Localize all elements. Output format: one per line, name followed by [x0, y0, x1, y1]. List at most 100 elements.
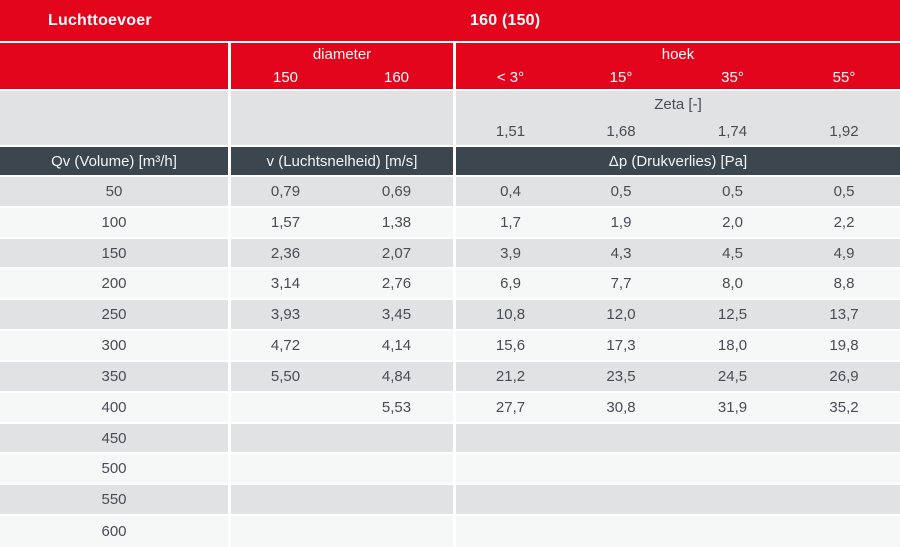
- table-cell: 31,9: [677, 392, 788, 424]
- table-title: Luchttoevoer: [48, 11, 152, 29]
- table-cell: 2,36: [228, 238, 340, 270]
- table-cell: [565, 485, 677, 517]
- zeta-label: Zeta [-]: [453, 91, 900, 117]
- table-cell: 5,53: [340, 392, 453, 424]
- spacer-cell: [0, 117, 228, 147]
- table-cell: [340, 423, 453, 455]
- table-cell: 0,5: [677, 177, 788, 208]
- table-cell: 24,5: [677, 361, 788, 393]
- table-cell: 400: [0, 392, 228, 424]
- table-cell: 4,84: [340, 361, 453, 393]
- table-cell: [788, 454, 900, 486]
- table-cell: 3,14: [228, 269, 340, 301]
- table-cell: 2,76: [340, 269, 453, 301]
- table-cell: 5,50: [228, 361, 340, 393]
- table-cell: 30,8: [565, 392, 677, 424]
- table-cell: [453, 485, 565, 517]
- table-cell: 7,7: [565, 269, 677, 301]
- table-cell: 0,69: [340, 177, 453, 208]
- spacer-cell: [228, 117, 453, 147]
- dp-column-header: Δp (Drukverlies) [Pa]: [453, 147, 900, 177]
- table-cell: 17,3: [565, 331, 677, 362]
- hoek-group-header: hoek: [453, 43, 900, 65]
- table-cell: [788, 485, 900, 517]
- table-cell: 26,9: [788, 361, 900, 393]
- table-cell: 550: [0, 485, 228, 517]
- table-cell: 100: [0, 207, 228, 239]
- table-cell: [228, 516, 340, 547]
- table-cell: 2,0: [677, 207, 788, 239]
- table-cell: 35,2: [788, 392, 900, 424]
- table-cell: 3,9: [453, 238, 565, 270]
- table-cell: 21,2: [453, 361, 565, 393]
- table-cell: [788, 516, 900, 547]
- col-header-hoek-35deg: 35°: [677, 65, 788, 91]
- table-cell: 10,8: [453, 300, 565, 332]
- table-cell: 12,5: [677, 300, 788, 332]
- table-cell: 12,0: [565, 300, 677, 332]
- table-cell: 300: [0, 331, 228, 362]
- table-cell: 18,0: [677, 331, 788, 362]
- table-cell: [340, 454, 453, 486]
- table-cell: 19,8: [788, 331, 900, 362]
- table-cell: [677, 516, 788, 547]
- table-cell: 4,5: [677, 238, 788, 270]
- table-cell: [228, 485, 340, 517]
- table-cell: 200: [0, 269, 228, 301]
- table-cell: 3,93: [228, 300, 340, 332]
- table-cell: [565, 516, 677, 547]
- v-column-header: v (Luchtsnelheid) [m/s]: [228, 147, 453, 177]
- table-cell: [677, 485, 788, 517]
- variant-label: 160 (150): [470, 11, 541, 29]
- col-header-diameter-150: 150: [228, 65, 340, 91]
- table-cell: [340, 485, 453, 517]
- table-cell: 350: [0, 361, 228, 393]
- col-header-hoek-15deg: 15°: [565, 65, 677, 91]
- table-cell: 50: [0, 177, 228, 208]
- table-cell: 4,3: [565, 238, 677, 270]
- table-cell: 0,5: [565, 177, 677, 208]
- table-cell: 150: [0, 238, 228, 270]
- qv-column-header: Qv (Volume) [m³/h]: [0, 147, 228, 177]
- table-header-band: Luchttoevoer 160 (150): [0, 0, 900, 43]
- table-cell: 250: [0, 300, 228, 332]
- table-cell: 3,45: [340, 300, 453, 332]
- col-header-hoek-3deg: < 3°: [453, 65, 565, 91]
- zeta-value: 1,74: [677, 117, 788, 147]
- table-cell: [788, 423, 900, 455]
- zeta-value: 1,68: [565, 117, 677, 147]
- table-cell: 1,38: [340, 207, 453, 239]
- table-cell: [453, 454, 565, 486]
- table-cell: [228, 423, 340, 455]
- zeta-value: 1,92: [788, 117, 900, 147]
- table-cell: [565, 423, 677, 455]
- zeta-value: 1,51: [453, 117, 565, 147]
- table-cell: 1,57: [228, 207, 340, 239]
- table-cell: 2,07: [340, 238, 453, 270]
- table-cell: 2,2: [788, 207, 900, 239]
- col-header-diameter-160: 160: [340, 65, 453, 91]
- table-cell: 500: [0, 454, 228, 486]
- table-cell: [453, 516, 565, 547]
- table-cell: 0,79: [228, 177, 340, 208]
- table-cell: 8,0: [677, 269, 788, 301]
- table-cell: 4,14: [340, 331, 453, 362]
- table-cell: 4,9: [788, 238, 900, 270]
- table-cell: 23,5: [565, 361, 677, 393]
- table-cell: [677, 454, 788, 486]
- diameter-group-header: diameter: [228, 43, 453, 65]
- table-cell: [340, 516, 453, 547]
- table-cell: [677, 423, 788, 455]
- table-cell: 4,72: [228, 331, 340, 362]
- table-cell: [565, 454, 677, 486]
- table-cell: [228, 454, 340, 486]
- spacer-cell: [0, 91, 228, 117]
- spacer-cell: [0, 43, 228, 65]
- table-cell: [228, 392, 340, 424]
- table-cell: 0,4: [453, 177, 565, 208]
- table-cell: [453, 423, 565, 455]
- table-cell: 6,9: [453, 269, 565, 301]
- table-cell: 600: [0, 516, 228, 547]
- table-cell: 13,7: [788, 300, 900, 332]
